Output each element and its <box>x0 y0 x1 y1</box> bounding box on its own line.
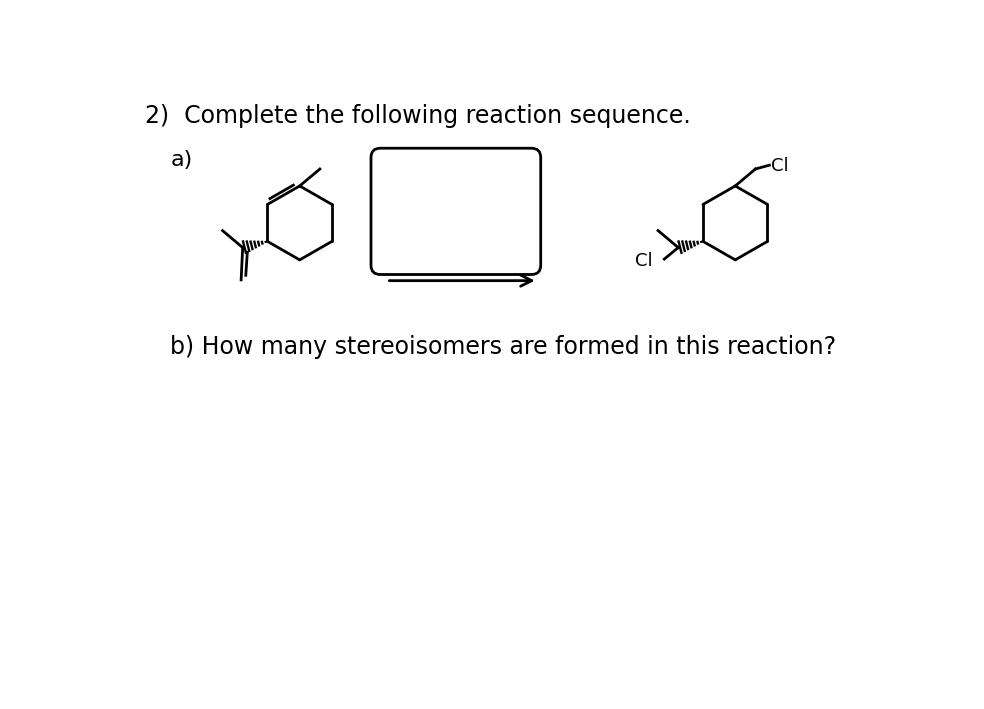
Text: 2)  Complete the following reaction sequence.: 2) Complete the following reaction seque… <box>145 104 691 128</box>
FancyBboxPatch shape <box>371 148 541 274</box>
Text: Cl: Cl <box>770 157 788 175</box>
Text: a): a) <box>171 150 193 169</box>
Text: Cl: Cl <box>635 252 652 269</box>
Text: b) How many stereoisomers are formed in this reaction?: b) How many stereoisomers are formed in … <box>169 335 835 359</box>
